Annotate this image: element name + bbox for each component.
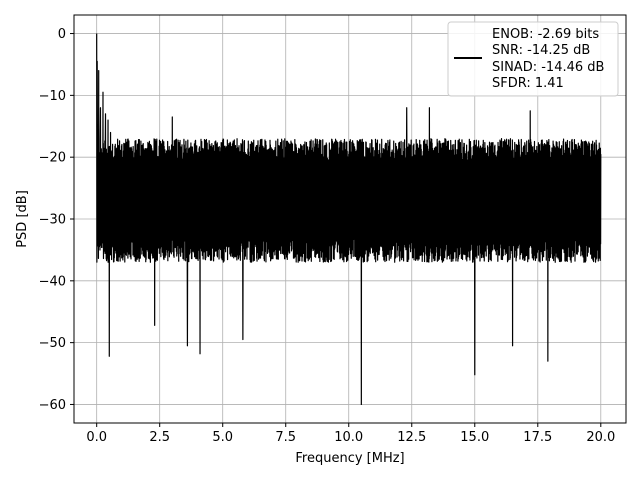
legend: ENOB: -2.69 bits SNR: -14.25 dB SINAD: -… xyxy=(447,21,619,97)
legend-line-sfdr: SFDR: 1.41 xyxy=(492,76,564,91)
x-tick-label: 2.5 xyxy=(149,430,170,445)
plot-frame xyxy=(73,14,627,424)
x-tick-label: 5.0 xyxy=(212,430,233,445)
legend-line-snr: SNR: -14.25 dB xyxy=(492,43,590,58)
x-tick-label: 17.5 xyxy=(523,430,552,445)
y-tick-label: −20 xyxy=(39,151,66,166)
x-tick-label: 0.0 xyxy=(86,430,107,445)
x-axis-label: Frequency [MHz] xyxy=(295,451,404,466)
y-tick-label: −30 xyxy=(39,213,66,228)
legend-line-enob: ENOB: -2.69 bits xyxy=(492,27,599,42)
y-tick-label: −60 xyxy=(39,398,66,413)
y-tick-label: −10 xyxy=(39,89,66,104)
y-tick-label: −50 xyxy=(39,336,66,351)
x-tick-label: 12.5 xyxy=(397,430,426,445)
y-tick-label: −40 xyxy=(39,274,66,289)
legend-box xyxy=(447,21,619,97)
legend-line-sinad: SINAD: -14.46 dB xyxy=(492,60,604,75)
x-tick-label: 10.0 xyxy=(334,430,363,445)
x-tick-label: 15.0 xyxy=(460,430,489,445)
psd-series xyxy=(96,33,602,406)
psd-line xyxy=(96,33,602,406)
x-tick-label: 7.5 xyxy=(275,430,296,445)
y-tick-label: 0 xyxy=(58,27,66,42)
y-axis-label: PSD [dB] xyxy=(15,190,30,248)
axis-ticks: 0.0 2.5 5.0 7.5 10.0 12.5 15.0 17.5 20.0 0 −10 −20 −… xyxy=(39,27,616,445)
x-tick-label: 20.0 xyxy=(586,430,615,445)
